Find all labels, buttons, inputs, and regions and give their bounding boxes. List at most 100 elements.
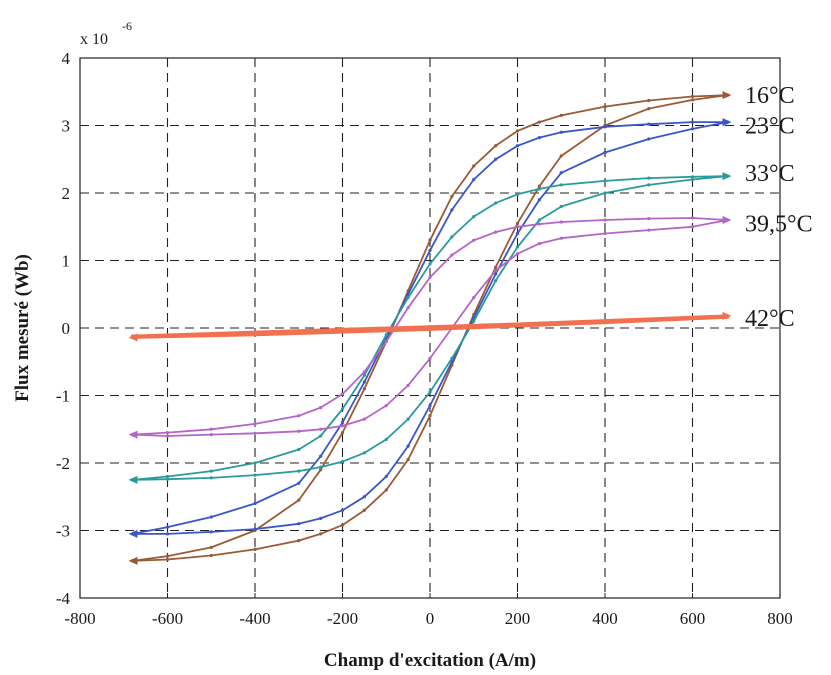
y-axis-label: Flux mesuré (Wb) [12, 254, 33, 402]
data-point [603, 231, 607, 236]
data-point [494, 201, 498, 205]
data-point [340, 407, 345, 411]
data-point [406, 417, 410, 421]
x-tick-label: 200 [505, 609, 531, 628]
data-point [690, 216, 695, 220]
data-point [340, 508, 345, 512]
series-label: 42°C [745, 306, 795, 332]
data-point [515, 252, 520, 256]
series-label: 23°C [745, 114, 795, 140]
data-point [559, 171, 563, 175]
data-point [209, 469, 213, 473]
data-point [340, 420, 345, 425]
end-marker-right [722, 216, 732, 224]
series-42°C [128, 311, 732, 342]
series-23°C [128, 118, 732, 538]
data-point [384, 339, 388, 344]
data-point [362, 373, 366, 377]
data-point [253, 501, 257, 506]
end-marker-right [722, 311, 732, 320]
data-point [209, 476, 213, 480]
y-tick-label: -1 [56, 387, 70, 406]
data-point [494, 279, 498, 283]
x-tick-label: 400 [592, 609, 618, 628]
data-point [297, 447, 301, 452]
data-point [690, 98, 695, 102]
data-point [647, 217, 651, 221]
series-33°C [128, 172, 732, 484]
data-point [515, 129, 520, 133]
end-marker-right [722, 91, 732, 100]
data-point [472, 177, 476, 182]
data-point [165, 434, 170, 438]
y-multiplier-exponent: -6 [122, 19, 132, 33]
data-point [319, 468, 323, 472]
x-axis-label: Champ d'excitation (A/m) [324, 650, 536, 671]
data-point [340, 424, 345, 428]
data-point [647, 137, 651, 141]
y-tick-label: 0 [62, 319, 71, 338]
data-point [340, 460, 345, 464]
x-tick-label: -400 [239, 609, 270, 628]
data-point [647, 98, 651, 103]
end-marker-left [128, 333, 138, 342]
data-point [450, 253, 454, 257]
y-tick-label: 1 [62, 252, 71, 271]
data-point [165, 557, 170, 562]
data-point [559, 113, 563, 117]
grid-lines [80, 58, 780, 598]
data-point [297, 429, 301, 433]
end-marker-left [128, 556, 138, 565]
data-point [406, 383, 410, 387]
data-point [450, 356, 454, 360]
data-point [559, 236, 563, 240]
data-point [494, 230, 498, 234]
data-point [690, 127, 695, 131]
series-labels: 16°C 23°C 33°C 39,5°C 42°C [745, 83, 813, 332]
y-tick-label: 4 [62, 49, 71, 68]
data-point [647, 122, 651, 126]
data-point [647, 228, 651, 232]
series-curves [128, 91, 732, 565]
x-tick-label: -200 [327, 609, 358, 628]
y-tick-label: 3 [62, 117, 71, 136]
data-point [362, 387, 366, 391]
data-point [603, 179, 607, 183]
data-point [537, 187, 541, 191]
data-point [515, 144, 520, 148]
data-point [690, 225, 695, 229]
data-point [537, 242, 541, 246]
data-point [384, 488, 388, 492]
data-point [406, 306, 410, 310]
y-tick-label: 2 [62, 184, 71, 203]
data-point [603, 321, 607, 325]
data-point [362, 495, 366, 499]
data-point [690, 120, 695, 124]
end-marker-left [128, 529, 138, 538]
data-point [494, 269, 498, 273]
end-marker-right [722, 118, 732, 127]
y-tick-label: -4 [56, 589, 71, 608]
data-point [297, 539, 301, 543]
data-point [297, 469, 301, 473]
data-point [362, 508, 366, 512]
data-point [515, 324, 520, 328]
y-tick-label: -3 [56, 522, 70, 541]
data-point [297, 522, 301, 526]
data-point [559, 183, 563, 187]
data-point [537, 198, 541, 202]
data-point [515, 192, 520, 196]
data-point [319, 465, 323, 469]
end-marker-left [128, 430, 138, 439]
data-point [450, 194, 454, 198]
data-point [165, 474, 170, 479]
data-point [537, 222, 541, 226]
data-point [253, 431, 257, 435]
data-point [428, 404, 432, 408]
data-point [253, 461, 257, 465]
x-tick-label: 0 [426, 609, 435, 628]
end-marker-right [722, 172, 732, 181]
data-point [647, 176, 651, 180]
x-tick-label: 800 [767, 609, 793, 628]
